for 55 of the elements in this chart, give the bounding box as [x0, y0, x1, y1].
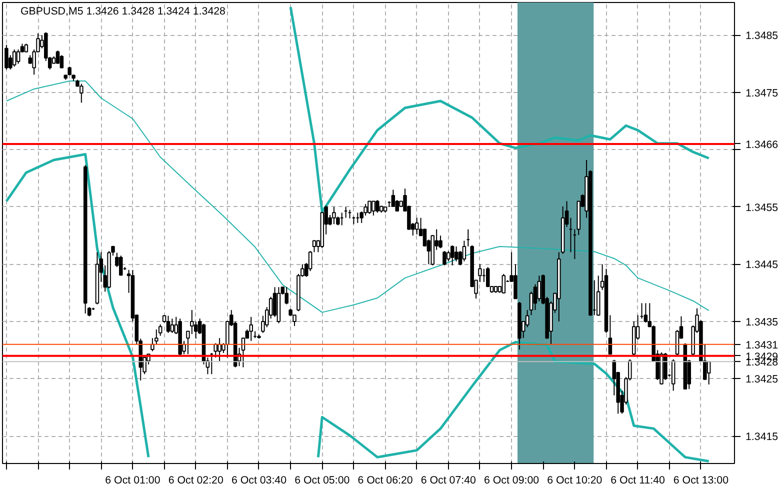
candlestick: [414, 217, 419, 235]
candlestick: [284, 286, 288, 305]
y-tick-label: 1.3445: [746, 259, 778, 272]
x-tick-label: 6 Oct 06:20: [358, 474, 413, 486]
candlestick: [537, 275, 542, 302]
line-series: [6, 80, 710, 313]
candlestick: [170, 318, 174, 334]
candlestick: [60, 54, 64, 69]
x-tick-label: 6 Oct 03:40: [231, 474, 287, 486]
x-tick-label: 6 Oct 10:20: [547, 474, 602, 486]
candlestick: [486, 266, 490, 288]
candlestick: [372, 200, 376, 216]
candlestick: [675, 330, 680, 356]
candlestick: [12, 48, 16, 68]
ref-line-label: 1.3431: [746, 339, 778, 352]
y-tick-label: 1.3475: [746, 87, 778, 100]
x-tick-label: 6 Oct 02:20: [168, 474, 224, 486]
line-series: [316, 340, 710, 462]
candlestick: [190, 310, 194, 335]
candlestick: [514, 264, 518, 300]
candlestick: [249, 316, 253, 342]
candlestick: [218, 338, 222, 362]
candlestick: [376, 200, 380, 214]
candlestick: [166, 315, 170, 334]
candlestick: [391, 189, 396, 208]
y-tick-label: 1.3415: [746, 431, 778, 444]
candlestick: [312, 240, 316, 253]
x-tick-label: 6 Oct 01:00: [105, 474, 160, 486]
candlestick: [332, 206, 336, 225]
candlestick: [56, 50, 60, 64]
candlestick: [4, 44, 8, 70]
candlestick: [214, 342, 218, 358]
x-tick-label: 6 Oct 09:00: [484, 474, 540, 486]
x-tick-label: 6 Oct 07:40: [420, 474, 476, 486]
candlestick: [671, 358, 676, 392]
candlestick: [454, 246, 458, 262]
y-tick-label: 1.3425: [746, 374, 778, 386]
candlestick: [596, 275, 600, 316]
candlestick: [442, 250, 446, 266]
line-series: [5, 153, 150, 458]
y-tick-label: 1.3435: [746, 316, 778, 328]
x-tick-label: 6 Oct 11:40: [610, 474, 666, 486]
candlestick: [119, 255, 123, 276]
ref-line-label: 1.3466: [746, 138, 778, 151]
x-tick-label: 6 Oct 05:00: [294, 474, 350, 486]
candlestick: [502, 273, 506, 294]
candlestick: [450, 244, 454, 266]
y-tick-label: 1.3455: [746, 202, 778, 214]
line-series: [289, 6, 710, 214]
candlestick: [80, 83, 84, 104]
chart-title: GBPUSD,M5 1.3426 1.3428 1.3424 1.3428: [20, 6, 226, 18]
candlestick: [368, 200, 372, 214]
x-tick-label: 6 Oct 13:00: [673, 474, 729, 486]
y-tick-label: 1.3485: [746, 30, 778, 42]
candlestick: [644, 302, 648, 324]
